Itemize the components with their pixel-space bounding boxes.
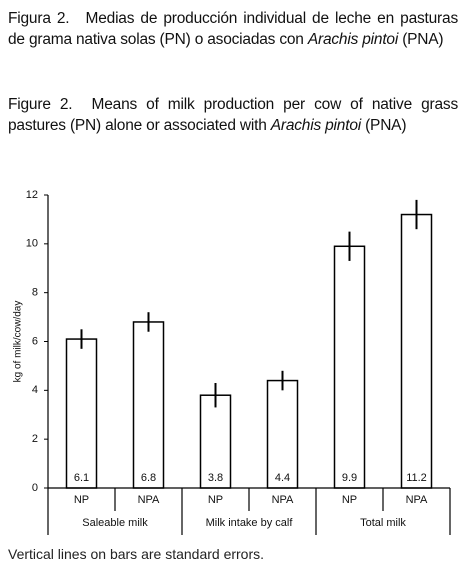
x-tick-label: NP bbox=[74, 494, 89, 506]
group-label: Total milk bbox=[360, 517, 406, 529]
bar bbox=[400, 213, 433, 489]
y-tick-label: 6 bbox=[32, 335, 38, 347]
y-tick-label: 12 bbox=[26, 189, 38, 201]
caption-text: Means of milk production per cow of nati… bbox=[8, 96, 459, 134]
y-tick-label: 0 bbox=[32, 482, 38, 494]
y-tick-label: 2 bbox=[32, 433, 38, 445]
x-tick-label: NPA bbox=[138, 494, 160, 506]
group-label: Saleable milk bbox=[82, 517, 148, 529]
caption-en: Figure 2. Means of milk production per c… bbox=[8, 94, 458, 136]
value-label: 9.9 bbox=[342, 472, 357, 484]
caption-suffix: (PNA) bbox=[402, 31, 444, 48]
figure-number: Figura 2. bbox=[8, 10, 70, 27]
value-label: 6.1 bbox=[74, 472, 89, 484]
bar bbox=[132, 321, 165, 489]
value-label: 4.4 bbox=[275, 472, 290, 484]
caption-suffix: (PNA) bbox=[365, 117, 407, 134]
species: Arachis pintoi bbox=[270, 117, 361, 134]
y-tick-label: 8 bbox=[32, 287, 38, 299]
bar bbox=[333, 245, 366, 489]
species: Arachis pintoi bbox=[307, 31, 399, 48]
y-tick-label: 4 bbox=[32, 384, 38, 396]
footnote: Vertical lines on bars are standard erro… bbox=[8, 546, 265, 562]
bar bbox=[266, 379, 299, 489]
bar bbox=[65, 338, 98, 489]
y-axis-label: kg of milk/cow/day bbox=[13, 301, 24, 383]
value-label: 3.8 bbox=[208, 472, 223, 484]
value-label: 11.2 bbox=[406, 472, 427, 484]
value-label: 6.8 bbox=[141, 472, 156, 484]
caption-es: Figura 2. Medias de producción individua… bbox=[8, 8, 458, 50]
x-tick-label: NP bbox=[208, 494, 223, 506]
x-tick-label: NPA bbox=[406, 494, 428, 506]
figure-number: Figure 2. bbox=[8, 96, 73, 113]
caption-text: Medias de producción individual de leche… bbox=[8, 10, 458, 48]
y-tick-label: 10 bbox=[26, 238, 38, 250]
group-label: Milk intake by calf bbox=[206, 517, 294, 529]
x-tick-label: NP bbox=[342, 494, 357, 506]
x-tick-label: NPA bbox=[272, 494, 294, 506]
